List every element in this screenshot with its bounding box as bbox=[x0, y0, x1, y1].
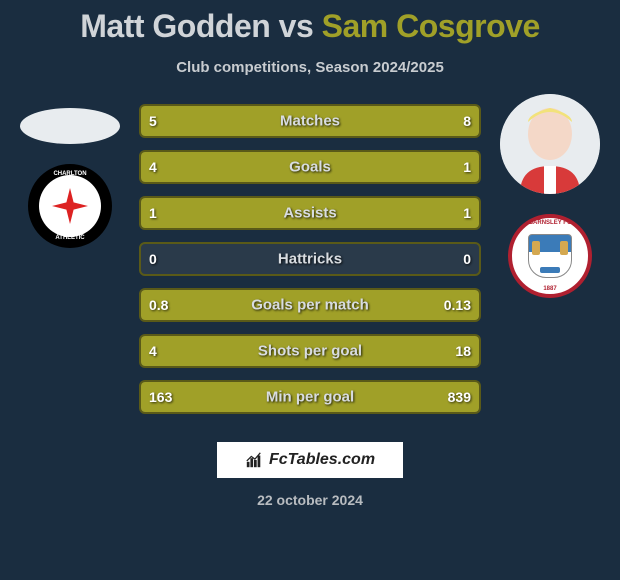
source-text: FcTables.com bbox=[269, 451, 375, 469]
player1-column: CHARLTON ATHLETIC bbox=[10, 94, 130, 248]
source-badge: FcTables.com bbox=[217, 442, 403, 478]
stat-label: Goals per match bbox=[141, 297, 479, 314]
stat-label: Assists bbox=[141, 205, 479, 222]
club-text-bottom: 1887 bbox=[512, 286, 588, 292]
stat-label: Matches bbox=[141, 113, 479, 130]
player2-column: BARNSLEY FC 1887 bbox=[490, 94, 610, 298]
player1-name: Matt Godden bbox=[80, 8, 270, 44]
stat-label: Min per goal bbox=[141, 389, 479, 406]
shield-icon bbox=[528, 234, 572, 278]
fctables-logo-icon bbox=[245, 451, 263, 469]
player2-avatar bbox=[500, 94, 600, 194]
stat-row: 418Shots per goal bbox=[139, 334, 481, 368]
stat-label: Goals bbox=[141, 159, 479, 176]
stat-row: 11Assists bbox=[139, 196, 481, 230]
club-text-top: CHARLTON bbox=[32, 171, 108, 177]
stat-row: 0.80.13Goals per match bbox=[139, 288, 481, 322]
player2-name: Sam Cosgrove bbox=[322, 8, 540, 44]
date-text: 22 october 2024 bbox=[0, 492, 620, 508]
vs-text: vs bbox=[279, 8, 314, 44]
stat-row: 58Matches bbox=[139, 104, 481, 138]
player1-club-badge: CHARLTON ATHLETIC bbox=[28, 164, 112, 248]
comparison-title: Matt Godden vs Sam Cosgrove bbox=[0, 0, 620, 45]
player2-club-badge: BARNSLEY FC 1887 bbox=[508, 214, 592, 298]
stat-label: Shots per goal bbox=[141, 343, 479, 360]
sword-icon bbox=[52, 188, 88, 224]
club-text-bottom: ATHLETIC bbox=[32, 235, 108, 241]
stat-row: 41Goals bbox=[139, 150, 481, 184]
stat-bars-container: 58Matches 41Goals 11Assists 00Hattricks 0.80… bbox=[139, 94, 481, 414]
stat-row: 00Hattricks bbox=[139, 242, 481, 276]
club-text-top: BARNSLEY FC bbox=[512, 220, 588, 226]
subtitle: Club competitions, Season 2024/2025 bbox=[0, 59, 620, 76]
chart-area: CHARLTON ATHLETIC BARNSLEY FC 1887 58Mat… bbox=[0, 94, 620, 424]
stat-row: 163839Min per goal bbox=[139, 380, 481, 414]
player1-avatar bbox=[20, 108, 120, 144]
stat-label: Hattricks bbox=[141, 251, 479, 268]
person-icon bbox=[500, 94, 600, 194]
